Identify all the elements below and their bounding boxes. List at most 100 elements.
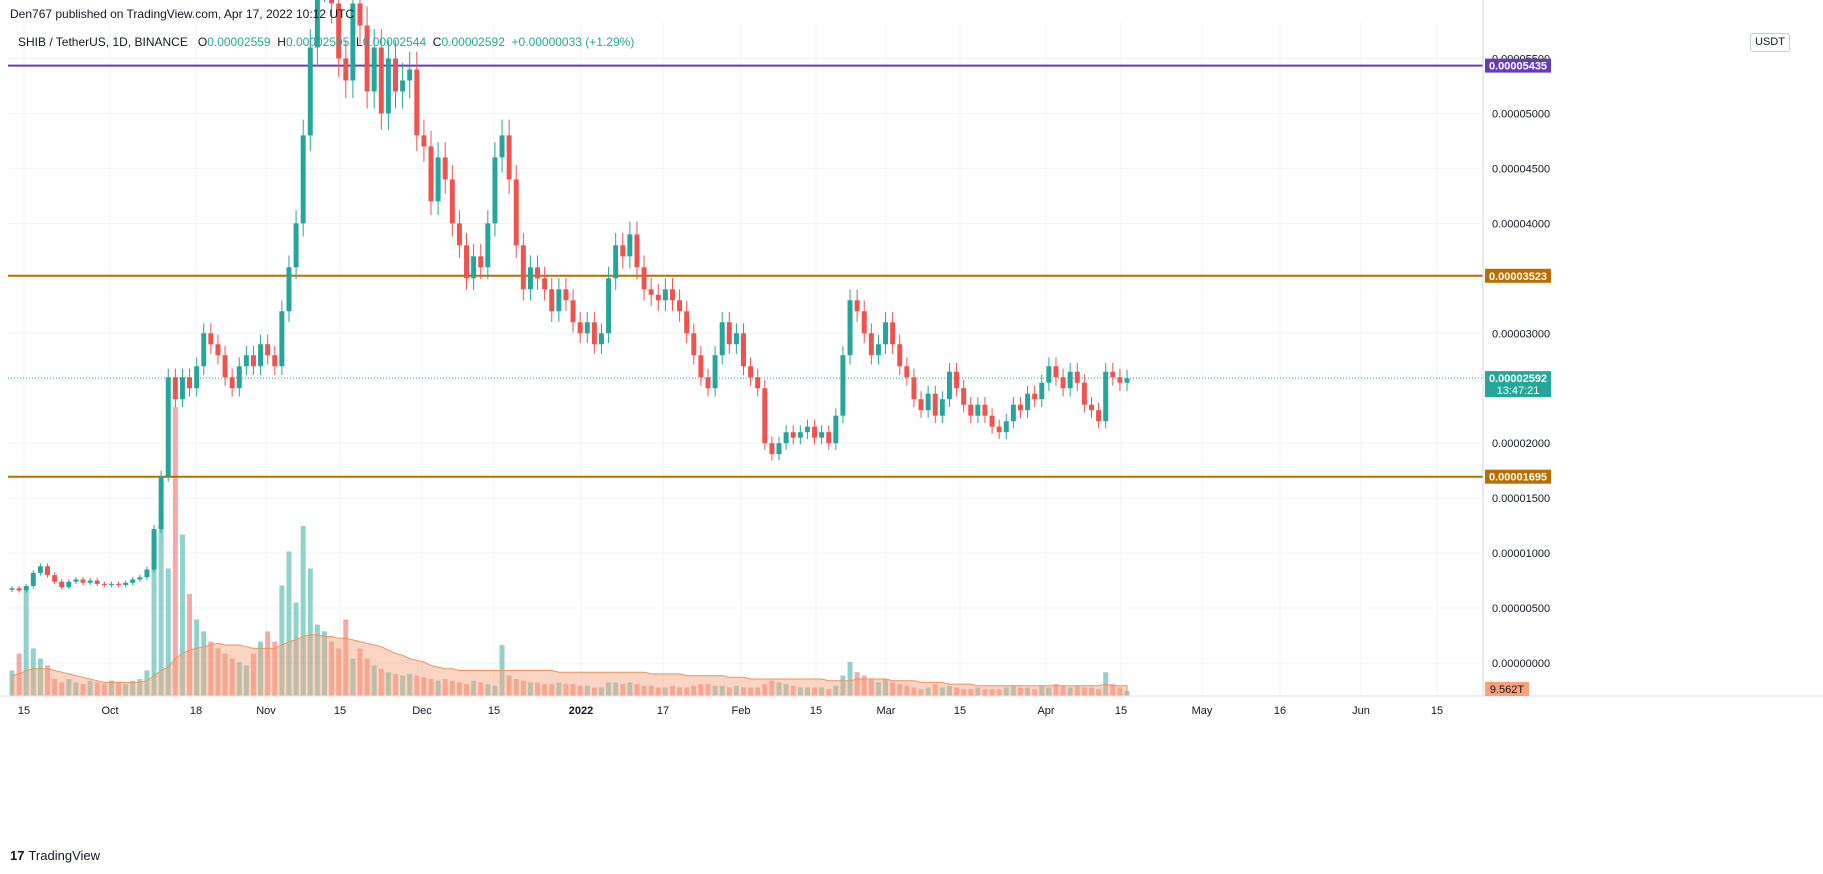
candle-body	[627, 234, 633, 257]
candle	[925, 385, 931, 418]
candle-body	[549, 289, 555, 312]
candle	[80, 576, 86, 586]
volume-bar	[662, 687, 668, 696]
candle-body	[385, 58, 391, 114]
volume-bar	[982, 689, 988, 696]
candle	[1017, 396, 1023, 418]
volume-bar	[520, 680, 526, 696]
candle-body	[272, 355, 278, 367]
candle-body	[1053, 366, 1059, 378]
candle-body	[755, 377, 761, 389]
candle	[194, 357, 200, 397]
volume-bar	[804, 687, 810, 696]
close-value: 0.00002592	[441, 35, 505, 49]
volume-bar	[563, 684, 569, 696]
volume-bar	[790, 685, 796, 696]
candle-body	[620, 245, 626, 257]
volume-bar	[918, 689, 924, 696]
candle	[87, 578, 93, 586]
volume-bar	[59, 682, 65, 696]
volume-bar	[705, 684, 711, 696]
volume-bar	[385, 672, 391, 696]
volume-bar	[591, 687, 597, 696]
candle-body	[591, 322, 597, 345]
candle-body	[691, 333, 697, 356]
volume-bar	[748, 687, 754, 696]
candle	[1089, 396, 1094, 418]
volume-bar	[897, 684, 903, 696]
candle	[1039, 374, 1045, 408]
candle	[201, 323, 207, 376]
candle	[258, 334, 264, 376]
candle	[1103, 362, 1109, 429]
low-value: 0.00002544	[362, 35, 427, 49]
volume-bar	[485, 684, 491, 696]
candle-body	[719, 322, 725, 356]
x-tick-label: 15	[334, 705, 346, 717]
candle-body	[400, 80, 406, 92]
candle	[1032, 385, 1038, 408]
candle	[478, 244, 484, 280]
candle	[16, 586, 22, 593]
volume-bar	[691, 685, 697, 696]
candle	[421, 119, 427, 162]
open-label: O	[197, 35, 208, 49]
candle	[776, 436, 782, 461]
candle	[946, 362, 952, 408]
candle	[45, 563, 50, 578]
chart-legend: SHIB / TetherUS, 1D, BINANCE O0.00002559…	[18, 35, 634, 49]
y-tick-label: 0.00002000	[1492, 438, 1550, 450]
candle	[158, 470, 164, 533]
candle	[1081, 374, 1087, 413]
candle	[613, 232, 619, 290]
candle	[741, 323, 746, 376]
candle	[620, 232, 626, 269]
candle	[982, 396, 988, 424]
candle	[655, 283, 661, 312]
candle-body	[556, 289, 562, 312]
candle-body	[613, 245, 619, 279]
candle-body	[1089, 404, 1094, 411]
candle	[23, 583, 29, 593]
volume-bar	[393, 673, 398, 696]
candle-body	[840, 355, 846, 416]
volume-bar	[1039, 685, 1045, 696]
level-badge-label: 0.00005435	[1489, 61, 1547, 73]
candle	[783, 425, 789, 450]
volume-bar	[506, 675, 512, 696]
candle	[59, 579, 65, 590]
candle	[350, 0, 356, 98]
candle	[243, 346, 249, 376]
volume-bar	[123, 684, 129, 696]
candle-body	[598, 333, 604, 345]
candle	[556, 278, 562, 322]
currency-badge[interactable]: USDT	[1750, 33, 1790, 52]
volume-bar	[208, 641, 214, 696]
volume-bar	[286, 551, 292, 696]
volume-bar	[932, 684, 938, 696]
volume-bar	[229, 658, 235, 696]
volume-bar	[73, 682, 79, 696]
volume-bar	[577, 685, 583, 696]
candle-body	[52, 575, 58, 582]
candle-body	[80, 579, 86, 583]
volume-bar	[904, 685, 910, 696]
candle-body	[1117, 377, 1123, 383]
candle	[314, 0, 320, 66]
volume-bar	[371, 665, 377, 696]
candle-body	[712, 355, 718, 389]
volume-bar	[428, 679, 434, 696]
candle	[364, 6, 370, 109]
candle	[1124, 369, 1130, 392]
candle	[286, 255, 292, 322]
volume-bar	[52, 679, 58, 696]
candle	[123, 580, 129, 588]
candle	[939, 391, 945, 424]
candle-body	[222, 355, 228, 378]
volume-bar	[989, 689, 995, 696]
volume-bar	[1096, 689, 1102, 696]
volume-bar	[172, 407, 178, 696]
volume-bar	[542, 684, 548, 696]
volume-bar	[272, 641, 278, 696]
